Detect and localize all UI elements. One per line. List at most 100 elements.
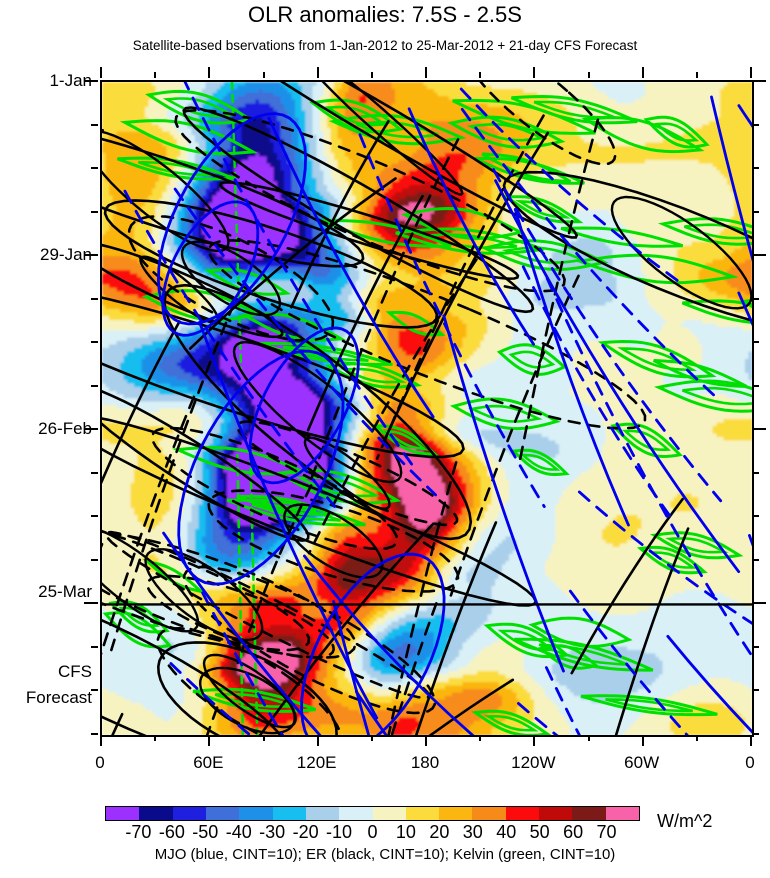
colorbar-band-5 <box>273 807 306 820</box>
colorbar-band-1 <box>139 807 172 820</box>
x-tick <box>750 67 752 78</box>
colorbar-tick-0: 0 <box>367 822 377 843</box>
x-tick <box>371 735 373 741</box>
y-tick <box>752 515 759 517</box>
figure-title: OLR anomalies: 7.5S - 2.5S <box>0 2 770 28</box>
colorbar-tick--60: -60 <box>159 822 185 843</box>
colorbar-band-0 <box>106 807 139 820</box>
y-axis-labels: 1-Jan 29-Jan 26-Feb 25-Mar CFS Forecast <box>0 0 92 878</box>
forecast-label-line1: CFS <box>58 662 92 682</box>
x-tick <box>750 735 752 746</box>
y-tick <box>752 167 759 169</box>
x-tick-label-0: 0 <box>745 753 754 773</box>
colorbar-tick-30: 30 <box>463 822 483 843</box>
colorbar-band-14 <box>572 807 605 820</box>
y-tick <box>752 689 759 691</box>
x-tick <box>588 72 590 78</box>
colorbar-tick-10: 10 <box>396 822 416 843</box>
y-tick <box>752 733 759 735</box>
colorbar-band-13 <box>539 807 572 820</box>
y-tick <box>91 211 98 213</box>
x-tick <box>317 67 319 78</box>
y-tick <box>91 472 98 474</box>
x-tick <box>263 735 265 741</box>
x-tick <box>263 72 265 78</box>
y-tick <box>91 515 98 517</box>
colorbar-band-15 <box>606 807 639 820</box>
y-tick <box>752 80 766 82</box>
colorbar-tick-40: 40 <box>496 822 516 843</box>
colorbar-band-6 <box>306 807 339 820</box>
x-tick <box>100 735 102 746</box>
x-tick <box>425 67 427 78</box>
colorbar-unit-label: W/m^2 <box>657 811 712 832</box>
x-tick <box>479 72 481 78</box>
y-tick <box>752 211 759 213</box>
x-tick <box>696 72 698 78</box>
y-tick <box>91 733 98 735</box>
y-tick <box>752 646 759 648</box>
colorbar-tick--70: -70 <box>125 822 151 843</box>
y-tick <box>91 124 98 126</box>
colorbar-band-11 <box>472 807 505 820</box>
y-tick <box>91 167 98 169</box>
x-tick <box>100 67 102 78</box>
colorbar-tick--20: -20 <box>293 822 319 843</box>
colorbar-tick-70: 70 <box>597 822 617 843</box>
x-tick <box>533 735 535 746</box>
y-tick <box>752 341 759 343</box>
colorbar-band-10 <box>439 807 472 820</box>
colorbar-band-12 <box>506 807 539 820</box>
x-tick <box>642 735 644 746</box>
x-tick <box>208 67 210 78</box>
x-tick <box>317 735 319 746</box>
x-tick-label-0: 0 <box>95 753 104 773</box>
y-tick <box>752 602 766 604</box>
y-tick <box>752 298 759 300</box>
y-tick <box>752 124 759 126</box>
x-tick-label-120E: 120E <box>297 753 337 773</box>
forecast-label-line2: Forecast <box>26 688 92 708</box>
x-tick-label-120W: 120W <box>511 753 555 773</box>
colorbar-tick--30: -30 <box>259 822 285 843</box>
y-tick <box>91 298 98 300</box>
colorbar-tick-20: 20 <box>429 822 449 843</box>
x-tick <box>533 67 535 78</box>
colorbar-tick--40: -40 <box>226 822 252 843</box>
x-tick-label-60W: 60W <box>624 753 659 773</box>
x-tick <box>588 735 590 741</box>
colorbar-tick-60: 60 <box>563 822 583 843</box>
olr-anomaly-field <box>102 82 752 735</box>
x-tick-label-180: 180 <box>411 753 439 773</box>
colorbar-band-4 <box>239 807 272 820</box>
y-tick <box>752 559 759 561</box>
y-tick <box>84 428 98 430</box>
y-tick <box>752 472 759 474</box>
x-tick <box>425 735 427 746</box>
x-tick-label-60E: 60E <box>193 753 223 773</box>
figure-caption: MJO (blue, CINT=10); ER (black, CINT=10)… <box>0 846 770 863</box>
y-tick <box>84 80 98 82</box>
x-tick <box>208 735 210 746</box>
colorbar <box>105 806 640 821</box>
x-tick <box>696 735 698 741</box>
y-tick <box>91 385 98 387</box>
hovmoller-plot-area <box>100 80 754 737</box>
y-tick <box>84 602 98 604</box>
x-tick <box>371 72 373 78</box>
colorbar-tick--10: -10 <box>326 822 352 843</box>
x-tick <box>154 72 156 78</box>
y-tick <box>91 689 98 691</box>
y-tick <box>91 341 98 343</box>
x-tick <box>479 735 481 741</box>
colorbar-band-9 <box>406 807 439 820</box>
colorbar-band-2 <box>173 807 206 820</box>
x-tick <box>642 67 644 78</box>
y-tick <box>84 254 98 256</box>
colorbar-band-3 <box>206 807 239 820</box>
figure-subtitle: Satellite-based bservations from 1-Jan-2… <box>0 38 770 53</box>
colorbar-tick-50: 50 <box>530 822 550 843</box>
y-tick <box>91 646 98 648</box>
y-tick <box>752 428 766 430</box>
colorbar-band-7 <box>339 807 372 820</box>
